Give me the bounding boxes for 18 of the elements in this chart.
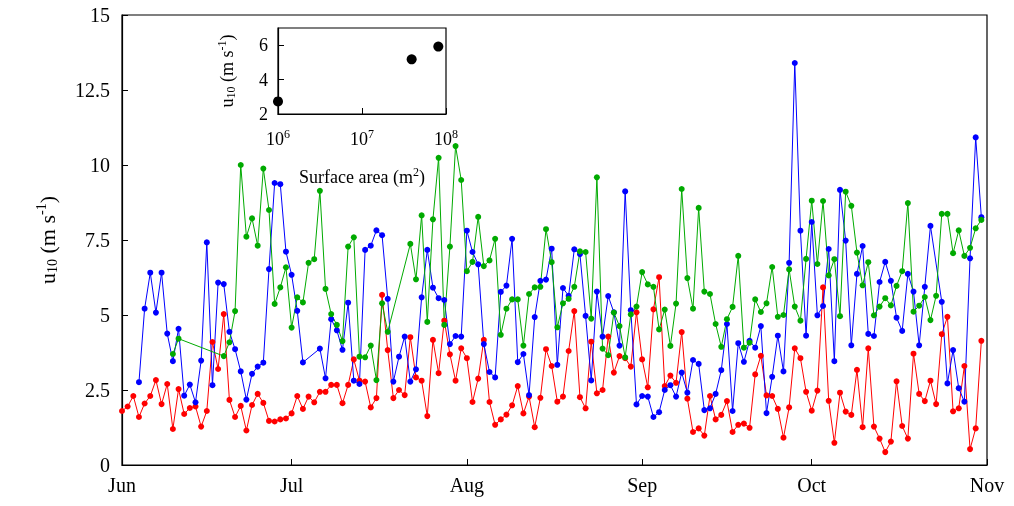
y-tick-label: 15 xyxy=(90,4,110,26)
y-tick-label: 6 xyxy=(259,35,268,56)
y-tick-label: 10 xyxy=(90,154,110,176)
y-axis-title: u10 (m s-1) xyxy=(33,196,60,284)
y-tick-label: 4 xyxy=(259,69,268,90)
x-tick-label: Oct xyxy=(797,474,827,496)
x-tick-label: Jun xyxy=(108,474,136,496)
y-tick-label: 5 xyxy=(100,304,110,326)
y-tick-label: 2 xyxy=(259,104,268,124)
x-tick-label: Sep xyxy=(627,474,658,497)
y-tick-label: 12.5 xyxy=(75,79,110,101)
y-axis-title: u10 (m s-1) xyxy=(215,34,238,108)
y-tick-label: 7.5 xyxy=(85,229,110,251)
y-tick-label: 0 xyxy=(100,454,110,476)
x-tick-label: Aug xyxy=(449,474,485,497)
y-tick-label: 2.5 xyxy=(85,379,110,401)
x-tick-label: Nov xyxy=(969,474,1005,496)
x-tick-label: Jul xyxy=(279,474,304,496)
